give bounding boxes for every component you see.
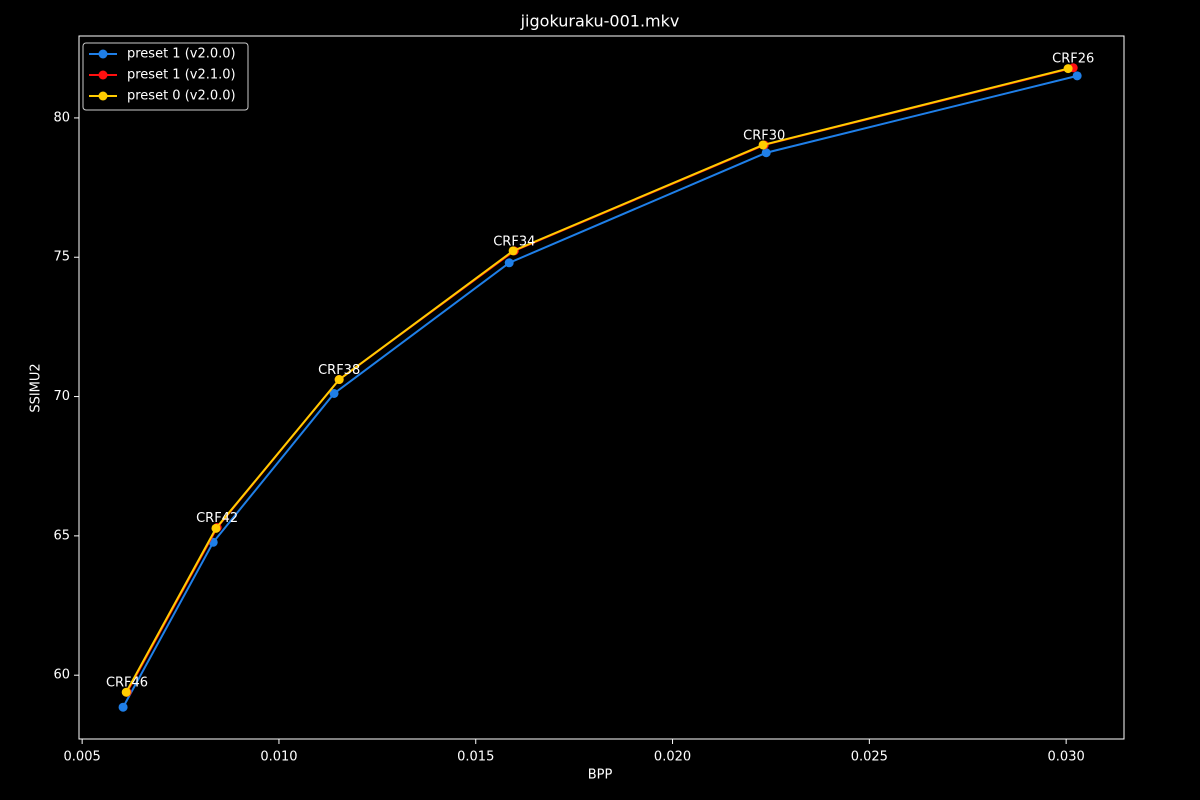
x-tick-label: 0.020 [654, 750, 691, 765]
data-point [504, 258, 514, 268]
data-point [1063, 64, 1073, 74]
data-point [508, 246, 518, 256]
x-axis-label: BPP [588, 768, 613, 783]
data-point [1072, 71, 1082, 81]
point-label: CRF34 [493, 234, 535, 249]
point-label: CRF46 [106, 676, 148, 691]
x-tick-label: 0.015 [457, 750, 494, 765]
series-line [125, 67, 1069, 693]
y-tick-label: 80 [53, 110, 70, 125]
x-tick-label: 0.005 [64, 750, 101, 765]
data-point [211, 523, 221, 533]
data-point [118, 702, 128, 712]
point-label: CRF42 [196, 511, 238, 526]
data-point [121, 687, 131, 697]
y-tick-label: 70 [53, 389, 70, 404]
legend-label: preset 1 (v2.0.0) [127, 47, 236, 62]
data-point [329, 388, 339, 398]
legend-marker [98, 70, 108, 80]
y-tick-label: 65 [53, 528, 70, 543]
legend-box [82, 42, 249, 111]
y-tick-label: 75 [53, 250, 70, 265]
chart-title: jigokuraku-001.mkv [520, 12, 680, 31]
x-tick-label: 0.025 [851, 750, 888, 765]
y-tick-label: 60 [53, 668, 70, 683]
series-line [122, 74, 1078, 708]
legend-marker [98, 91, 108, 101]
legend-label: preset 1 (v2.1.0) [127, 68, 236, 83]
point-label: CRF38 [318, 363, 360, 378]
point-label: CRF30 [743, 128, 785, 143]
legend-label: preset 0 (v2.0.0) [127, 89, 236, 104]
point-label: CRF26 [1052, 51, 1094, 66]
data-point [758, 140, 768, 150]
data-point [761, 148, 771, 158]
data-point [334, 375, 344, 385]
x-tick-label: 0.030 [1048, 750, 1085, 765]
legend-marker [98, 49, 108, 59]
y-axis-label: SSIMU2 [29, 363, 44, 412]
x-tick-label: 0.010 [260, 750, 297, 765]
plot-frame [78, 35, 1125, 740]
